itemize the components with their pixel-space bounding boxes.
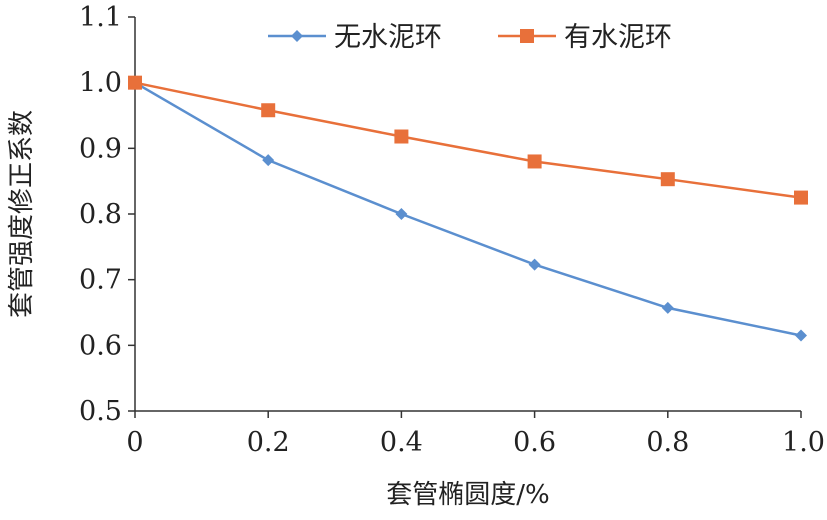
data-point <box>394 129 409 144</box>
data-point <box>795 329 807 342</box>
series-line <box>134 81 802 337</box>
y-tick-label: 0.5 <box>79 396 122 427</box>
data-point <box>660 172 675 187</box>
y-tick-label: 0.6 <box>79 330 122 361</box>
x-tick-label: 0.4 <box>380 427 423 458</box>
data-point <box>262 154 275 167</box>
x-tick-label: 0.2 <box>247 427 290 458</box>
axes: 0.5 0.6 0.7 0.8 0.9 1.0 1.1 0 0.2 0.4 0.6 0.8 1.0 <box>79 2 825 458</box>
y-ticks: 0.5 0.6 0.7 0.8 0.9 1.0 1.1 <box>79 2 135 427</box>
data-point <box>661 301 674 314</box>
x-tick-label: 0 <box>126 427 143 458</box>
legend-marker <box>291 30 303 42</box>
y-tick-label: 0.7 <box>79 265 122 296</box>
y-tick-label: 0.8 <box>79 199 122 230</box>
y-tick-label: 1.1 <box>79 2 122 33</box>
data-point <box>527 154 542 169</box>
legend-marker <box>520 29 534 43</box>
y-axis-title: 套管强度修正系数 <box>7 110 37 318</box>
x-axis-title: 套管椭圆度/% <box>386 480 549 510</box>
data-point <box>794 190 808 205</box>
data-point <box>261 103 276 118</box>
legend-item: 有水泥环 <box>498 22 672 53</box>
series-layer <box>128 75 808 342</box>
data-point <box>395 208 408 220</box>
legend-label: 无水泥环 <box>334 22 442 53</box>
series-1 <box>129 76 807 342</box>
x-tick-label: 0.6 <box>513 427 556 458</box>
data-point <box>128 75 142 90</box>
series-2 <box>128 75 808 205</box>
data-point <box>528 258 541 271</box>
y-tick-label: 0.9 <box>79 133 122 164</box>
series-line <box>134 81 802 199</box>
x-tick-label: 1.0 <box>782 427 825 458</box>
x-tick-label: 0.8 <box>646 427 689 458</box>
legend: 无水泥环 有水泥环 <box>268 22 672 53</box>
legend-item: 无水泥环 <box>268 22 442 53</box>
y-tick-label: 1.0 <box>79 68 122 99</box>
legend-label: 有水泥环 <box>564 22 672 53</box>
x-ticks: 0 0.2 0.4 0.6 0.8 1.0 <box>126 411 825 458</box>
